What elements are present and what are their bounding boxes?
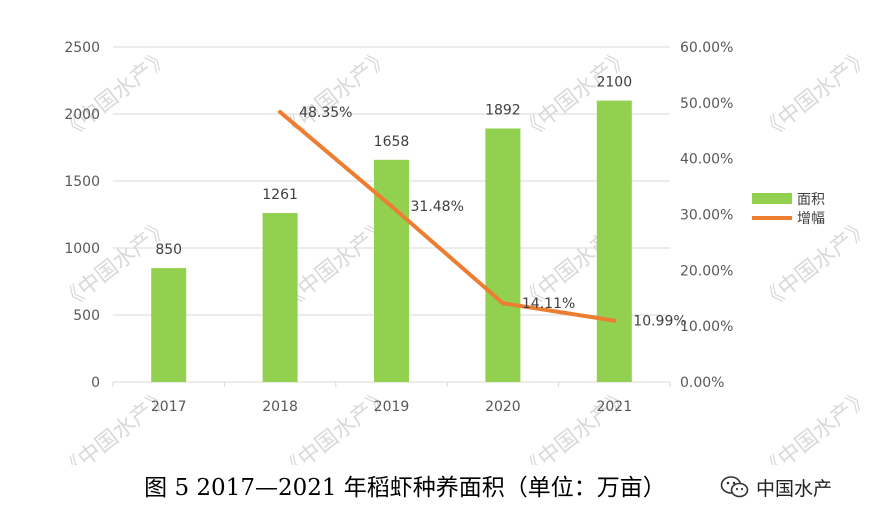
- line-data-label: 48.35%: [299, 105, 352, 121]
- line-data-label: 31.48%: [411, 199, 464, 215]
- line-point-2020: [500, 301, 505, 306]
- watermark-text-3: 《中国水产》: [756, 44, 875, 145]
- line-data-label: 14.11%: [522, 296, 575, 312]
- watermark-text-1: 《中国水产》: [276, 44, 395, 145]
- figure-caption: 图 5 2017—2021 年稻虾种养面积（单位：万亩）: [144, 475, 666, 501]
- x-tick-label: 2017: [151, 399, 187, 415]
- watermark-text-10: 《中国水产》: [516, 384, 635, 465]
- right-tick-label: 50.00%: [680, 96, 733, 112]
- watermark-text-7: 《中国水产》: [756, 214, 875, 315]
- left-tick-label: 2500: [64, 40, 100, 56]
- right-tick-label: 10.00%: [680, 319, 733, 335]
- right-tick-label: 0.00%: [680, 375, 724, 391]
- brand-name: 中国水产: [756, 477, 833, 500]
- left-axis-ticks: 0 500 1000 1500 2000 2500: [64, 40, 100, 391]
- bar-data-label: 1892: [485, 102, 521, 118]
- line-data-label: 10.99%: [633, 314, 686, 330]
- growth-line: [278, 110, 617, 323]
- right-tick-label: 20.00%: [680, 263, 733, 279]
- bar-series: 850 1261 1658 1892 2100: [151, 75, 632, 382]
- bar-2021: [596, 100, 632, 382]
- combo-chart: 《中国水产》 《中国水产》 《中国水产》 《中国水产》《中国水产》 《中国水产》 《中国水…: [56, 40, 875, 465]
- right-tick-label: 60.00%: [680, 40, 733, 56]
- left-tick-label: 2000: [64, 107, 100, 123]
- bar-data-label: 1658: [374, 134, 410, 150]
- bar-2019: [374, 159, 409, 382]
- line-point-2018: [278, 110, 283, 115]
- bar-data-label: 2100: [596, 75, 632, 91]
- x-tick-label: 2019: [374, 399, 410, 415]
- x-axis-ticks: 2017 2018 2019 2020 2021: [112, 382, 671, 415]
- legend-swatch-bar: [752, 193, 792, 204]
- left-tick-label: 1000: [64, 241, 100, 257]
- right-axis-ticks: 0.00% 10.00% 20.00% 30.00% 40.00% 50.00% 60.00…: [680, 40, 733, 391]
- watermark-text-0: 《中国水产》: [56, 44, 175, 145]
- watermark-text-9: 《中国水产》: [276, 384, 395, 465]
- line-point-2021: [612, 318, 617, 323]
- brand: 中国水产: [720, 472, 832, 502]
- x-tick-label: 2021: [596, 399, 632, 415]
- x-tick-label: 2020: [485, 399, 521, 415]
- bar-2017: [151, 268, 187, 382]
- legend-label-bar: 面积: [797, 192, 825, 208]
- bar-2018: [262, 213, 298, 382]
- line-series: 48.35% 31.48% 14.11% 10.99%: [278, 105, 687, 330]
- right-tick-label: 30.00%: [680, 208, 733, 224]
- bar-2020: [485, 128, 521, 382]
- line-point-2019: [389, 204, 394, 209]
- watermark-text-11: 《中国水产》: [756, 384, 875, 465]
- bar-data-label: 1261: [262, 187, 298, 203]
- left-tick-label: 500: [73, 308, 100, 324]
- bar-data-label: 850: [155, 242, 182, 258]
- legend-label-line: 增幅: [797, 211, 825, 227]
- x-tick-label: 2018: [262, 399, 298, 415]
- right-tick-label: 40.00%: [680, 152, 733, 168]
- left-tick-label: 0: [91, 375, 100, 391]
- left-tick-label: 1500: [64, 174, 100, 190]
- wechat-icon: [720, 476, 749, 498]
- watermark-text-8: 《中国水产》: [56, 384, 175, 465]
